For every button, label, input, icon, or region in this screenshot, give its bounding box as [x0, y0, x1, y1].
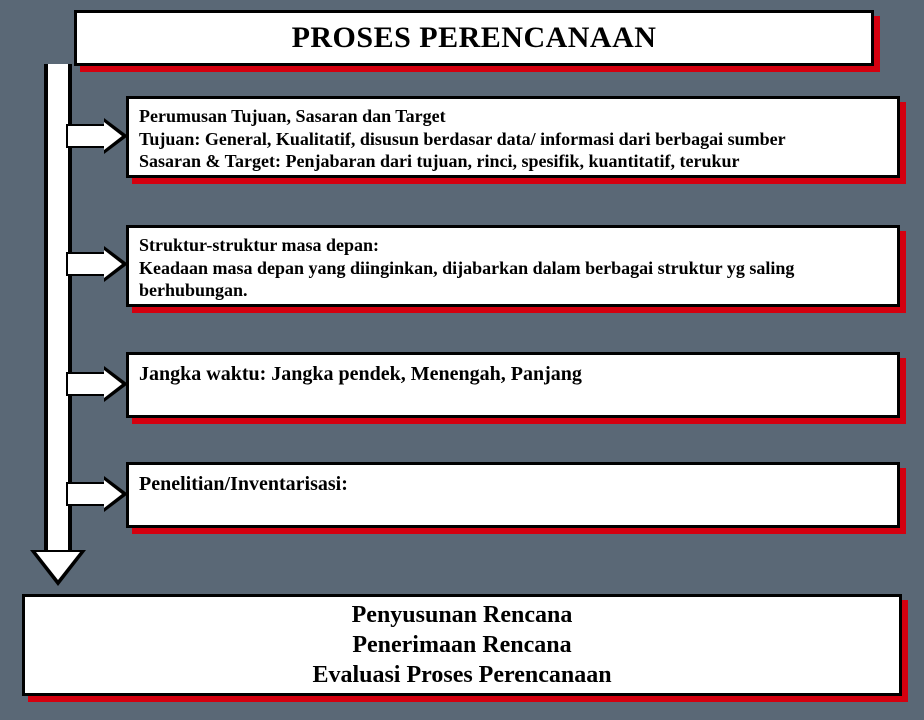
step-box-1: Perumusan Tujuan, Sasaran dan Target Tuj…	[126, 96, 900, 178]
title-text: PROSES PERENCANAAN	[292, 21, 657, 55]
step-box-3: Jangka waktu: Jangka pendek, Menengah, P…	[126, 352, 900, 418]
step-box-2: Struktur-struktur masa depan: Keadaan ma…	[126, 225, 900, 307]
main-arrow-head-fill	[36, 552, 80, 580]
footer-line-2: Penerimaan Rencana	[352, 630, 571, 660]
step-1-line-3: Sasaran & Target: Penjabaran dari tujuan…	[139, 150, 887, 173]
step-3-line-1: Jangka waktu: Jangka pendek, Menengah, P…	[139, 363, 887, 386]
footer-box: Penyusunan Rencana Penerimaan Rencana Ev…	[22, 594, 902, 696]
step-1-line-1: Perumusan Tujuan, Sasaran dan Target	[139, 105, 887, 128]
title-box: PROSES PERENCANAAN	[74, 10, 874, 66]
step-2-line-2: Keadaan masa depan yang diinginkan, dija…	[139, 257, 887, 302]
step-2-line-1: Struktur-struktur masa depan:	[139, 234, 887, 257]
footer-line-3: Evaluasi Proses Perencanaan	[312, 660, 611, 690]
step-4-line-1: Penelitian/Inventarisasi:	[139, 473, 887, 496]
step-box-4: Penelitian/Inventarisasi:	[126, 462, 900, 528]
main-arrow-shaft-fill	[48, 64, 68, 554]
footer-line-1: Penyusunan Rencana	[352, 600, 573, 630]
step-1-line-2: Tujuan: General, Kualitatif, disusun ber…	[139, 128, 887, 151]
